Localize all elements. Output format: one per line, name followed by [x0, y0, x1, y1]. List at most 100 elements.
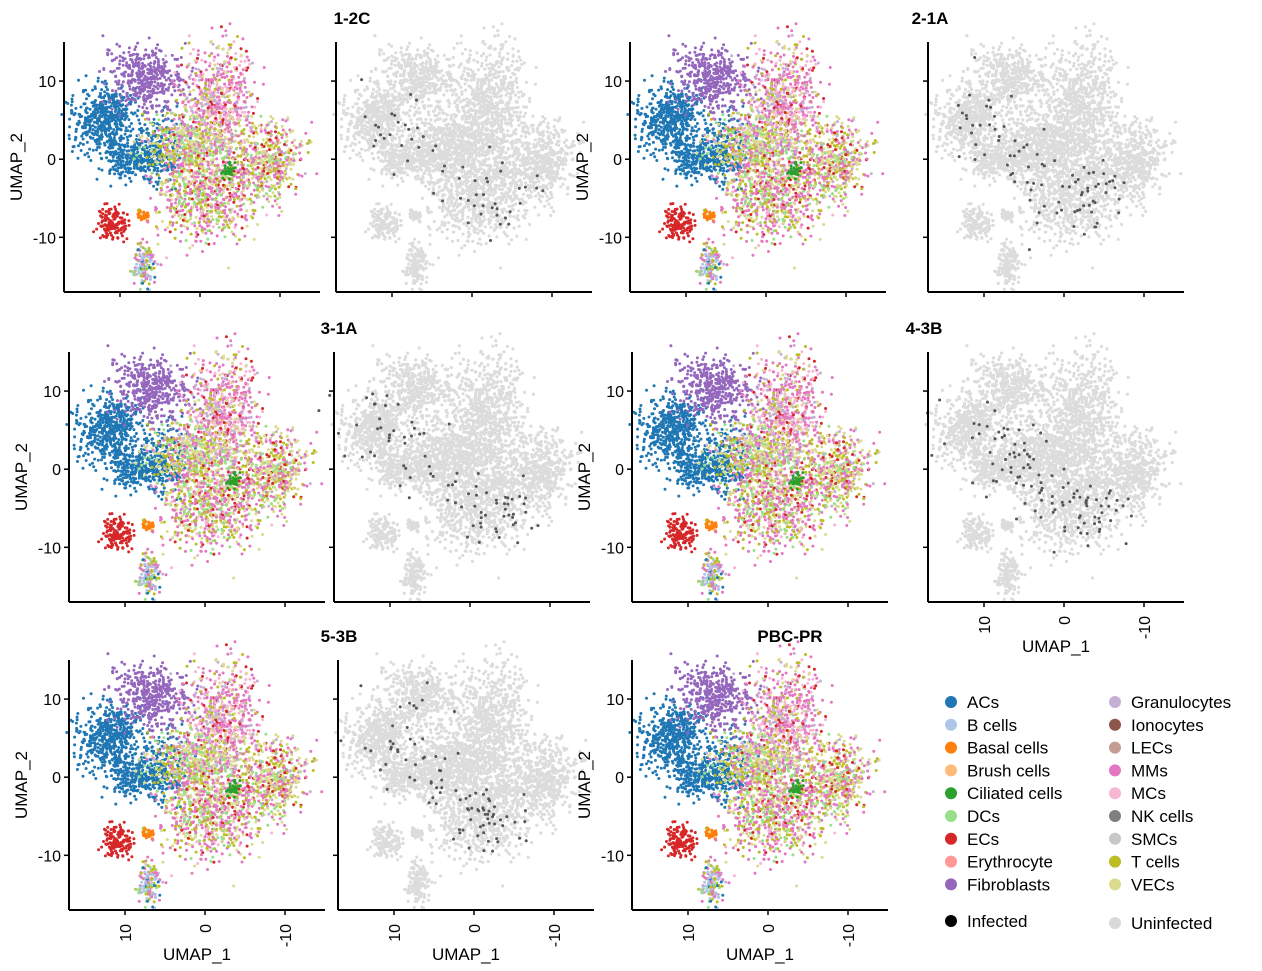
cell-point — [211, 133, 214, 136]
cell-point — [237, 115, 240, 118]
cell-point — [125, 154, 128, 157]
cell-point — [122, 225, 125, 228]
cell-point — [97, 80, 100, 83]
cell-point — [177, 159, 180, 162]
cell-point — [194, 97, 197, 100]
cell-point — [217, 91, 220, 94]
cell-point — [209, 124, 212, 127]
cell-point — [119, 166, 122, 169]
cell-point — [202, 73, 205, 76]
cell-point — [236, 35, 239, 38]
cell-point — [197, 175, 200, 178]
cell-point — [87, 155, 90, 158]
cell-point — [109, 168, 112, 171]
cell-point — [207, 112, 210, 115]
cell-point — [118, 113, 121, 116]
celltype-umap-panel: 100-10UMAP_2 — [7, 22, 320, 297]
cell-point — [103, 126, 106, 129]
cell-point — [221, 35, 224, 38]
cell-point — [156, 122, 159, 125]
cell-point — [104, 80, 107, 83]
cell-point — [85, 97, 88, 100]
cell-point — [218, 78, 221, 81]
cell-point — [226, 55, 229, 58]
cell-point — [138, 90, 141, 93]
cell-point — [156, 74, 159, 77]
cell-point — [219, 73, 222, 76]
cell-point — [128, 46, 131, 49]
cell-point — [139, 87, 142, 90]
cell-point — [197, 86, 200, 89]
cell-point — [141, 167, 144, 170]
cell-point — [195, 109, 198, 112]
cell-point — [175, 99, 178, 102]
cell-point — [122, 240, 125, 243]
cell-point — [227, 130, 230, 133]
cell-point — [113, 214, 116, 217]
cell-point — [118, 128, 121, 131]
cell-point — [212, 74, 215, 77]
cell-point — [156, 170, 159, 173]
cell-point — [122, 152, 125, 155]
cell-point — [230, 70, 233, 73]
cell-point — [212, 43, 215, 46]
cell-point — [138, 253, 141, 256]
cell-point — [80, 149, 83, 152]
cell-point — [116, 237, 119, 240]
cell-point — [116, 215, 119, 218]
cell-point — [148, 253, 151, 256]
cell-point — [195, 67, 198, 70]
cell-point — [105, 231, 108, 234]
cell-point — [173, 89, 176, 92]
cell-point — [110, 160, 113, 163]
cell-point — [241, 37, 244, 40]
cell-point — [211, 68, 214, 71]
cell-point — [123, 165, 126, 168]
cell-point — [130, 270, 133, 273]
cell-point — [197, 101, 200, 104]
cell-point — [77, 123, 80, 126]
cell-point — [246, 56, 249, 59]
cell-point — [194, 79, 197, 82]
cell-point — [101, 169, 104, 172]
cell-point — [198, 79, 201, 82]
cell-point — [166, 105, 169, 108]
cell-point — [153, 281, 156, 284]
cell-point — [106, 140, 109, 143]
cell-point — [99, 142, 102, 145]
cell-point — [93, 112, 96, 115]
cell-point — [174, 124, 177, 127]
cell-point — [139, 288, 142, 291]
cell-point — [213, 64, 216, 67]
cell-point — [128, 125, 131, 128]
cell-point — [225, 90, 228, 93]
cell-point — [238, 124, 241, 127]
cell-point — [209, 114, 212, 117]
cell-point — [160, 84, 163, 87]
cell-point — [175, 58, 178, 61]
cell-point — [224, 103, 227, 106]
cell-point — [105, 210, 108, 213]
cell-point — [200, 97, 203, 100]
cell-point — [118, 45, 121, 48]
cell-point — [126, 115, 129, 118]
cell-point — [119, 55, 122, 58]
cell-point — [187, 100, 190, 103]
cell-point — [195, 121, 198, 124]
cell-point — [97, 77, 100, 80]
cell-point — [186, 96, 189, 99]
cell-point — [122, 51, 125, 54]
cell-point — [200, 102, 203, 105]
cell-point — [209, 62, 212, 65]
cell-point — [156, 167, 159, 170]
cell-point — [141, 62, 144, 65]
cell-point — [196, 57, 199, 60]
cell-point — [80, 106, 83, 109]
cell-point — [146, 95, 149, 98]
cell-point — [141, 268, 144, 271]
cell-point — [169, 79, 172, 82]
cell-point — [119, 120, 122, 123]
cell-point — [156, 87, 159, 90]
cell-point — [151, 123, 154, 126]
